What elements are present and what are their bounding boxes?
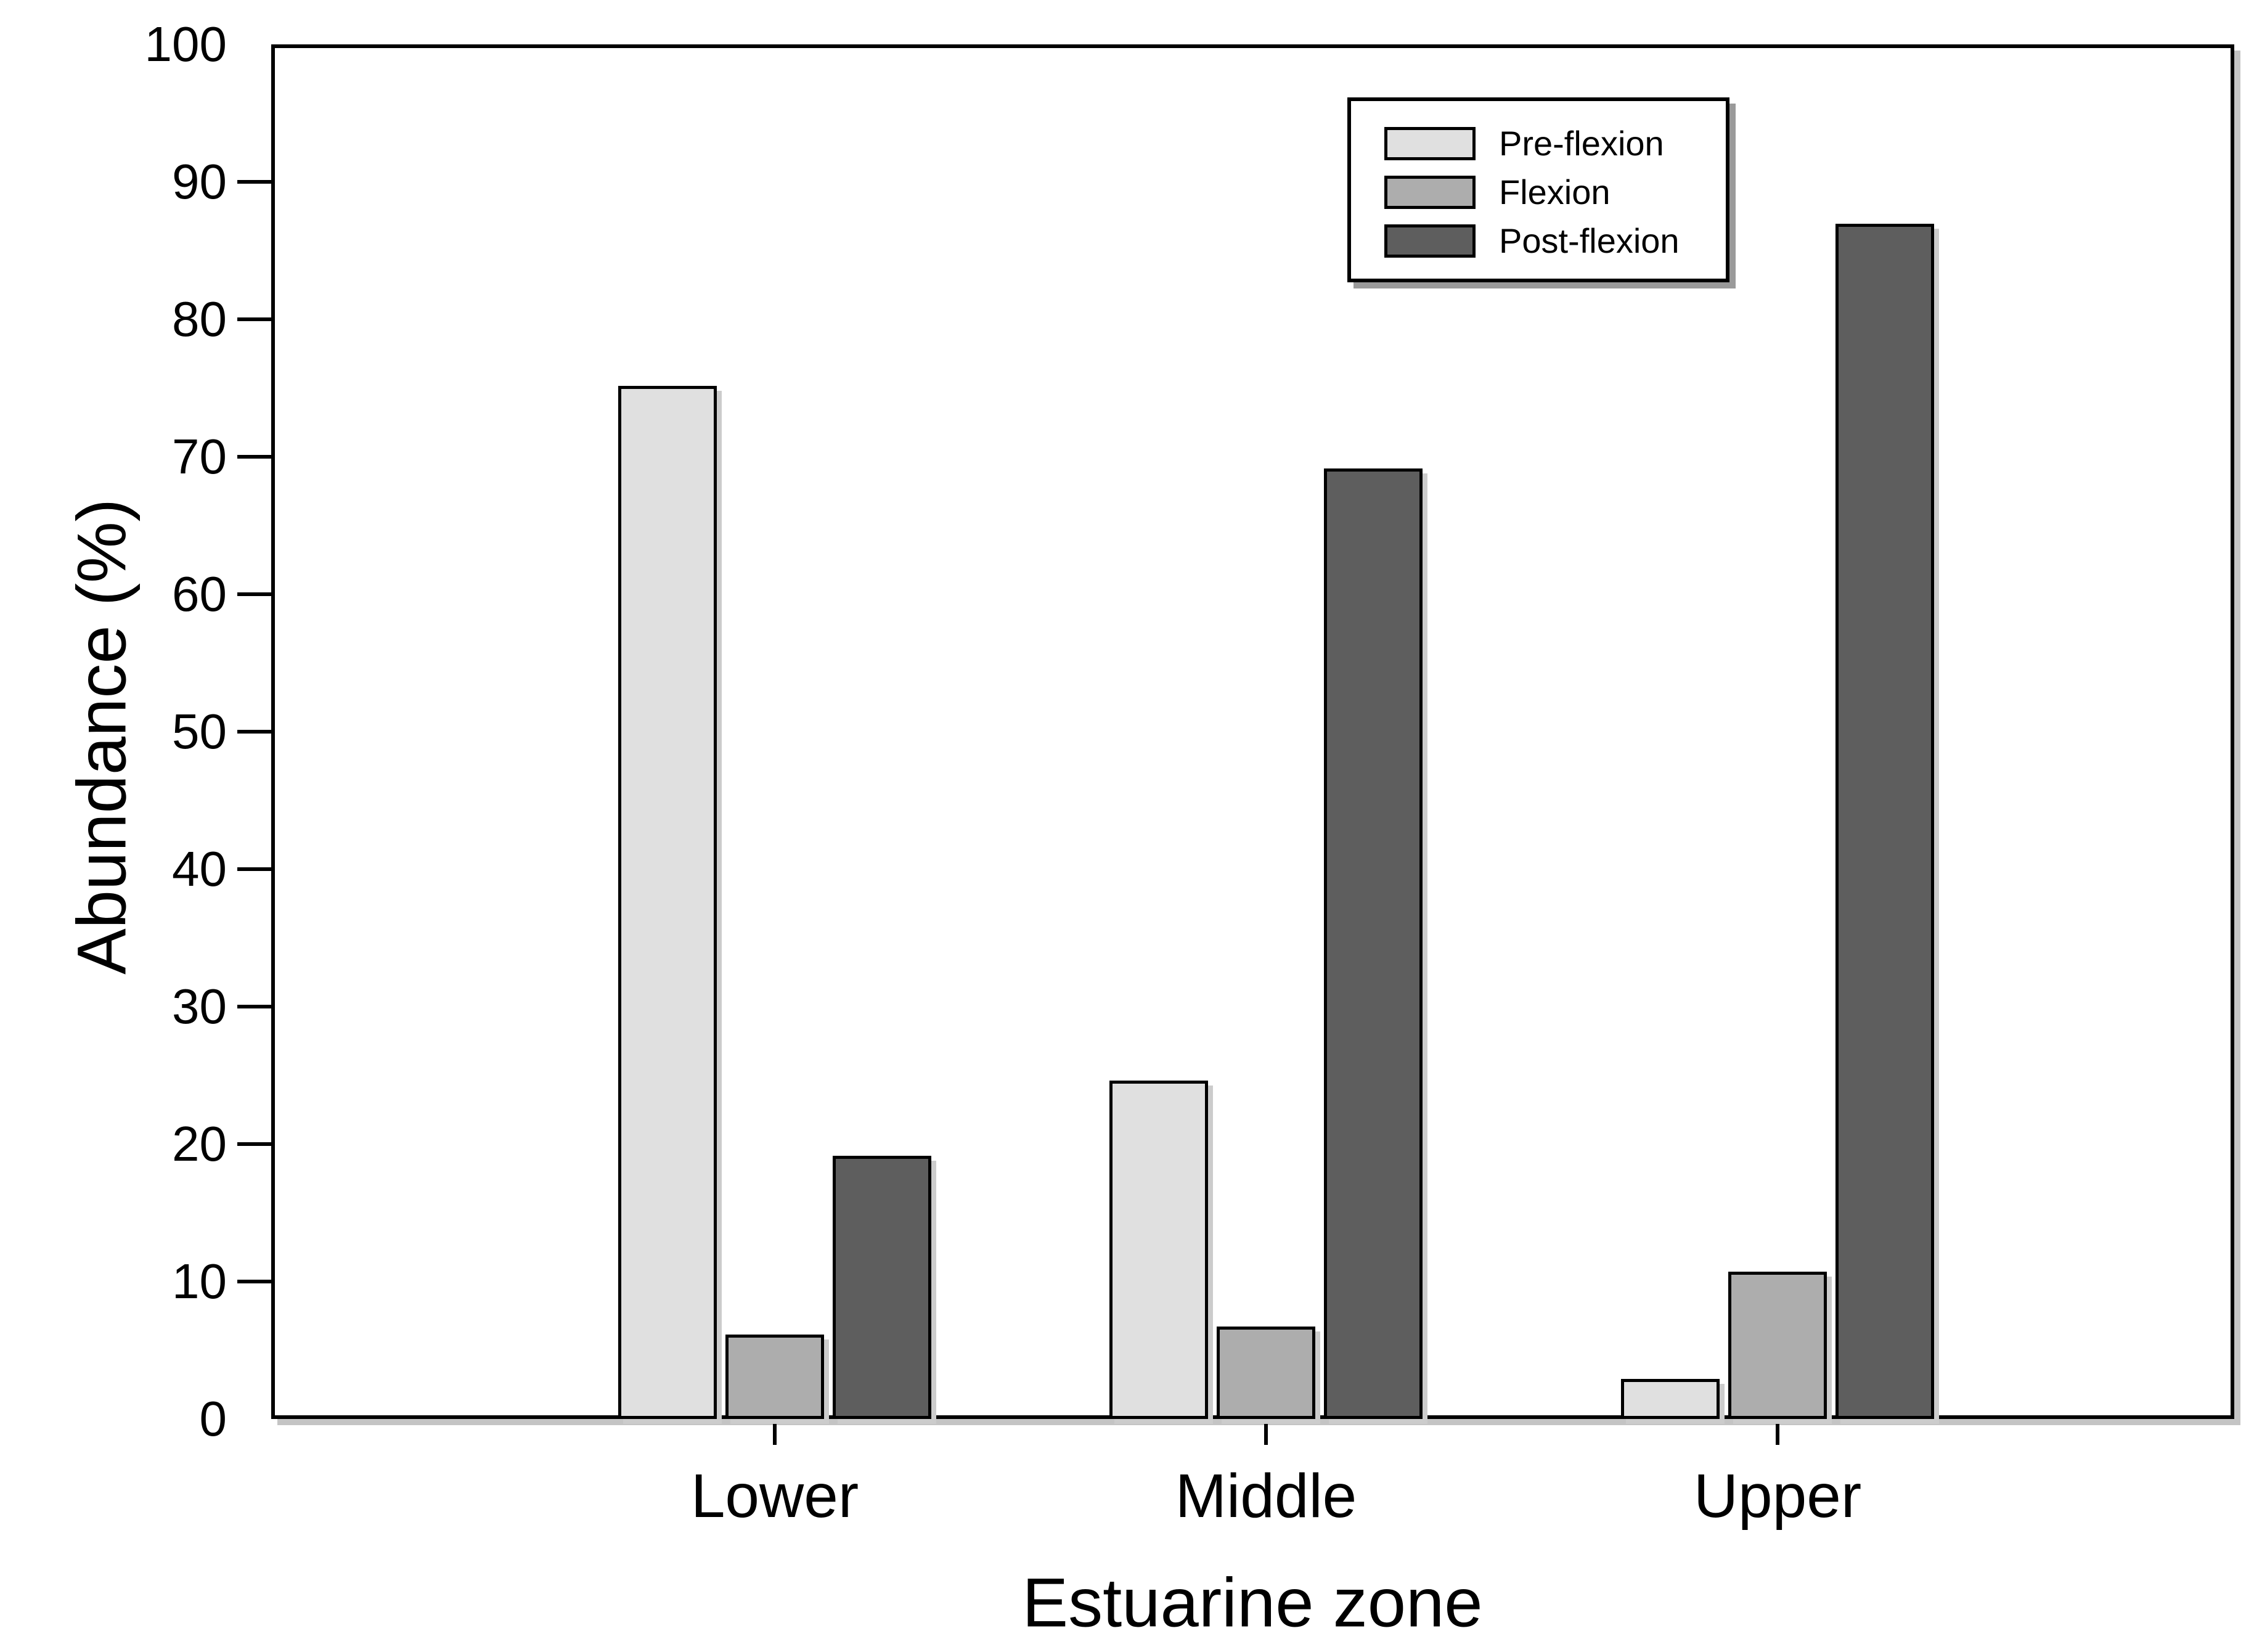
y-tick-label: 60 — [172, 566, 227, 621]
y-tick-mark — [237, 1142, 271, 1146]
y-tick-label: 20 — [172, 1116, 227, 1171]
bar-post-flexion-lower — [833, 1156, 931, 1419]
bar-flexion-middle — [1217, 1327, 1315, 1419]
bar-post-flexion-middle — [1324, 468, 1423, 1419]
plot-area-frame — [271, 44, 2234, 1419]
y-tick-mark — [237, 317, 271, 321]
y-tick-label: 30 — [172, 979, 227, 1034]
legend-swatch-icon — [1384, 126, 1476, 160]
legend-swatch-icon — [1384, 175, 1476, 209]
x-category-label-middle: Middle — [1175, 1462, 1357, 1531]
bar-pre-flexion-middle — [1109, 1081, 1208, 1419]
y-tick-label: 80 — [172, 292, 227, 346]
legend-swatch-icon — [1384, 224, 1476, 258]
y-tick-label: 90 — [172, 154, 227, 209]
x-category-label-upper: Upper — [1693, 1462, 1862, 1531]
y-tick-mark — [237, 592, 271, 596]
legend-label: Flexion — [1499, 173, 1611, 211]
bar-pre-flexion-upper — [1621, 1379, 1720, 1419]
x-tick-mark — [773, 1419, 777, 1445]
y-tick-label: 40 — [172, 841, 227, 896]
legend-item-flexion: Flexion — [1384, 172, 1680, 212]
y-tick-mark — [237, 867, 271, 871]
y-tick-label: 70 — [172, 429, 227, 484]
y-tick-mark — [237, 455, 271, 459]
legend-item-post-flexion: Post-flexion — [1384, 221, 1680, 261]
legend-item-pre-flexion: Pre-flexion — [1384, 123, 1680, 163]
legend-rows: Pre-flexion Flexion Post-flexion — [1384, 123, 1680, 261]
y-tick-mark — [237, 1005, 271, 1008]
bar-post-flexion-upper — [1835, 224, 1934, 1419]
y-tick-mark — [237, 730, 271, 734]
bar-pre-flexion-lower — [618, 386, 717, 1419]
y-tick-label: 0 — [199, 1391, 227, 1446]
y-tick-label: 10 — [172, 1254, 227, 1309]
legend: Pre-flexion Flexion Post-flexion — [1347, 97, 1729, 282]
bar-flexion-upper — [1728, 1272, 1827, 1419]
x-axis-title: Estuarine zone — [1022, 1564, 1483, 1642]
legend-label: Pre-flexion — [1499, 124, 1664, 163]
x-tick-mark — [1264, 1419, 1268, 1445]
y-tick-label: 50 — [172, 704, 227, 759]
bar-flexion-lower — [725, 1335, 824, 1419]
y-tick-mark — [237, 180, 271, 184]
legend-label: Post-flexion — [1499, 221, 1680, 260]
x-tick-mark — [1776, 1419, 1779, 1445]
y-tick-label: 100 — [144, 17, 227, 72]
y-tick-mark — [237, 1280, 271, 1283]
x-category-label-lower: Lower — [690, 1462, 859, 1531]
